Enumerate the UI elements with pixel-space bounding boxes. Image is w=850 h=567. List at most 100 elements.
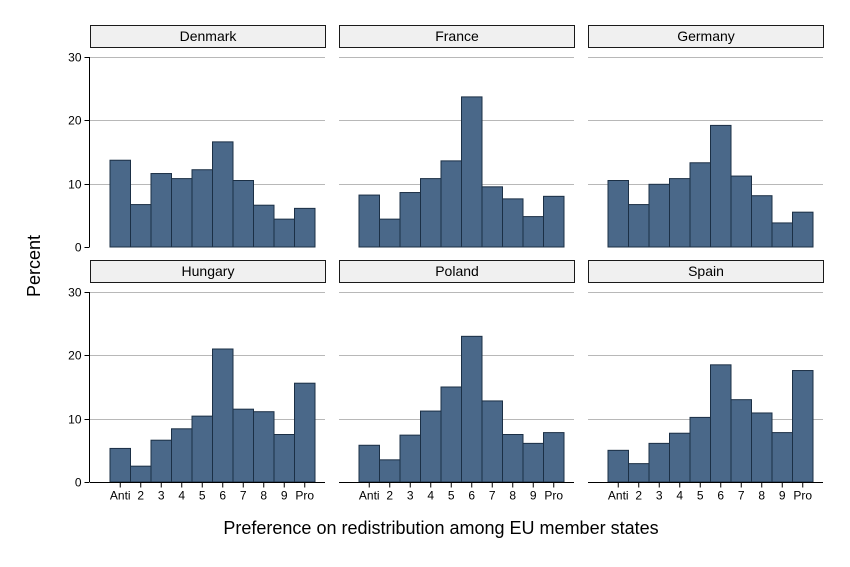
x-tick-label: 9 — [281, 489, 288, 503]
bar-9 — [273, 434, 295, 483]
bar-2 — [628, 204, 650, 248]
bar-8 — [751, 412, 773, 483]
bar-2 — [130, 204, 152, 248]
bar-4 — [420, 410, 442, 483]
bar-5 — [440, 160, 462, 248]
bar-6 — [212, 348, 234, 483]
bar-4 — [171, 178, 193, 248]
bar-9 — [522, 216, 544, 248]
bar-5 — [191, 169, 213, 248]
bar-pro — [792, 211, 814, 248]
bar-3 — [150, 439, 172, 483]
bar-9 — [771, 222, 793, 248]
x-tick-label: Anti — [110, 489, 131, 503]
x-tick-label: 6 — [219, 489, 226, 503]
bar-5 — [689, 416, 711, 483]
bar-pro — [294, 382, 316, 483]
bar-4 — [420, 178, 442, 248]
x-axis-title: Preference on redistribution among EU me… — [223, 518, 658, 538]
panel-strip — [90, 260, 326, 283]
bar-7 — [232, 408, 254, 483]
y-tick-label: 20 — [68, 349, 82, 363]
bar-6 — [461, 96, 483, 248]
x-tick-label: 8 — [509, 489, 516, 503]
bar-8 — [751, 195, 773, 248]
x-tick-label: 3 — [407, 489, 414, 503]
panel-title: Spain — [688, 263, 724, 279]
bar-8 — [253, 411, 275, 483]
x-tick-label: 8 — [260, 489, 267, 503]
panel-strip — [588, 25, 824, 48]
bar-6 — [710, 124, 732, 248]
x-tick-label: 2 — [386, 489, 393, 503]
x-tick-label: 2 — [137, 489, 144, 503]
panel-title: Hungary — [182, 263, 235, 279]
bar-3 — [399, 434, 421, 483]
bar-anti — [109, 447, 131, 483]
y-axis-title: Percent — [24, 235, 44, 297]
x-tick-label: 4 — [676, 489, 683, 503]
bar-4 — [669, 432, 691, 483]
x-tick-label: Anti — [359, 489, 380, 503]
x-tick-label: 7 — [489, 489, 496, 503]
x-tick-label: 3 — [158, 489, 165, 503]
panel-strip — [588, 260, 824, 283]
x-tick-label: Anti — [608, 489, 629, 503]
bar-pro — [294, 207, 316, 248]
bar-2 — [628, 463, 650, 483]
y-tick-label: 30 — [68, 286, 82, 300]
x-tick-label: 8 — [758, 489, 765, 503]
bar-2 — [379, 218, 401, 248]
bar-8 — [253, 204, 275, 248]
x-tick-label: 2 — [635, 489, 642, 503]
panel-title: Denmark — [180, 28, 238, 44]
x-tick-label: 9 — [779, 489, 786, 503]
bar-4 — [669, 178, 691, 248]
bar-5 — [440, 386, 462, 483]
x-tick-label: 4 — [427, 489, 434, 503]
bar-3 — [399, 192, 421, 248]
bar-anti — [358, 194, 380, 248]
x-tick-label: 4 — [178, 489, 185, 503]
panel-strip — [339, 25, 575, 48]
bar-7 — [730, 399, 752, 483]
bar-pro — [543, 432, 565, 483]
bar-3 — [150, 173, 172, 248]
bar-anti — [109, 159, 131, 248]
panel-hungary: Hungary 0 10 20 30 Anti 2 3 4 5 6 7 8 9 Pro — [68, 260, 326, 503]
bar-5 — [191, 415, 213, 483]
bar-6 — [212, 141, 234, 248]
x-tick-label: 6 — [717, 489, 724, 503]
panel-poland: Poland Anti 2 3 4 5 6 7 8 9 Pro — [339, 260, 575, 503]
x-tick-label: 9 — [530, 489, 537, 503]
x-tick-label: 5 — [697, 489, 704, 503]
x-tick-label: 6 — [468, 489, 475, 503]
bar-8 — [502, 434, 524, 483]
y-tick-label: 20 — [68, 114, 82, 128]
bar-6 — [461, 335, 483, 483]
bar-3 — [648, 183, 670, 248]
bar-7 — [232, 180, 254, 248]
y-tick-label: 10 — [68, 178, 82, 192]
panel-strip — [339, 260, 575, 283]
bar-anti — [607, 449, 629, 483]
bar-2 — [130, 465, 152, 483]
panel-grid: Denmark 0 10 20 30 France Germany Hungary 0 10 20 3… — [68, 25, 824, 503]
y-tick-label: 10 — [68, 413, 82, 427]
bar-7 — [481, 186, 503, 248]
y-tick-label: 30 — [68, 51, 82, 65]
panel-title: France — [435, 28, 479, 44]
bar-7 — [730, 175, 752, 248]
bar-anti — [607, 180, 629, 248]
bar-6 — [710, 364, 732, 483]
bar-9 — [522, 442, 544, 483]
panel-denmark: Denmark 0 10 20 30 — [68, 25, 326, 255]
bar-anti — [358, 444, 380, 483]
bar-2 — [379, 459, 401, 483]
x-tick-label: Pro — [793, 489, 812, 503]
panel-title: Poland — [435, 263, 479, 279]
panel-title: Germany — [677, 28, 735, 44]
x-tick-label: 7 — [240, 489, 247, 503]
bar-9 — [771, 432, 793, 483]
panel-germany: Germany — [588, 25, 824, 248]
